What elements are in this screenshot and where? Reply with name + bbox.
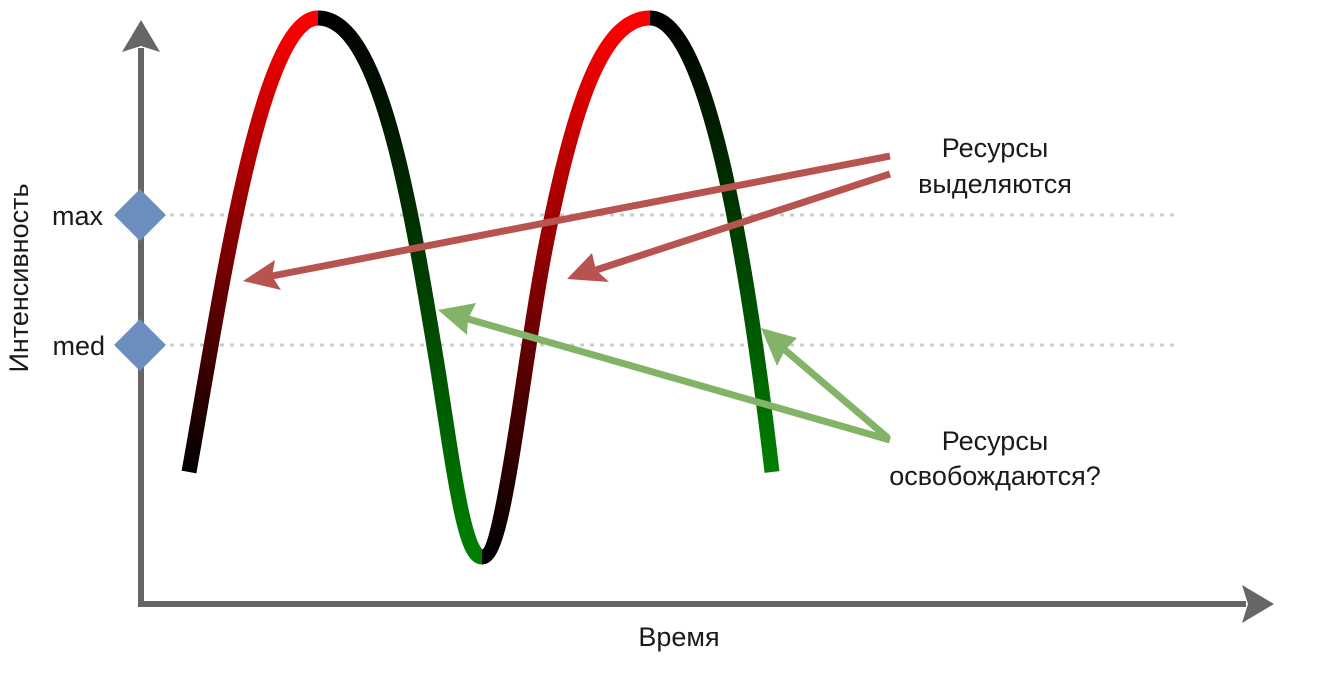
- allocated-label-line-1: Ресурсы: [942, 133, 1048, 163]
- released-arrow-2: [782, 347, 891, 441]
- curve-fall-2: [648, 10, 780, 473]
- allocated-arrow-2: [594, 170, 892, 274]
- y-axis-label: Интенсивность: [4, 183, 34, 372]
- y-axis-arrowhead: [122, 20, 160, 52]
- curve-fall-1: [317, 10, 485, 565]
- intensity-curve: [181, 10, 780, 565]
- allocated-arrowhead-2: [567, 253, 609, 282]
- released-arrow-1: [467, 315, 891, 444]
- curve-rise-2: [479, 10, 651, 565]
- released-arrowhead-1: [438, 303, 476, 335]
- released-label-line-2: освобождаются?: [889, 461, 1100, 491]
- med-marker: [114, 319, 166, 371]
- released-arrowhead-2: [761, 328, 797, 366]
- released-label-line-1: Ресурсы: [942, 426, 1048, 456]
- max-marker: [114, 189, 166, 241]
- x-axis-arrowhead: [1242, 585, 1274, 623]
- allocated-arrowhead-1: [243, 260, 281, 290]
- x-axis-label: Время: [638, 622, 719, 652]
- max-level-label: max: [52, 201, 104, 231]
- allocated-arrows: [271, 152, 892, 280]
- released-arrows: [467, 315, 891, 444]
- curve-rise-1: [181, 10, 320, 474]
- allocated-label-line-2: выделяются: [918, 169, 1072, 199]
- allocated-arrow-1: [271, 152, 891, 280]
- med-level-label: med: [52, 331, 105, 361]
